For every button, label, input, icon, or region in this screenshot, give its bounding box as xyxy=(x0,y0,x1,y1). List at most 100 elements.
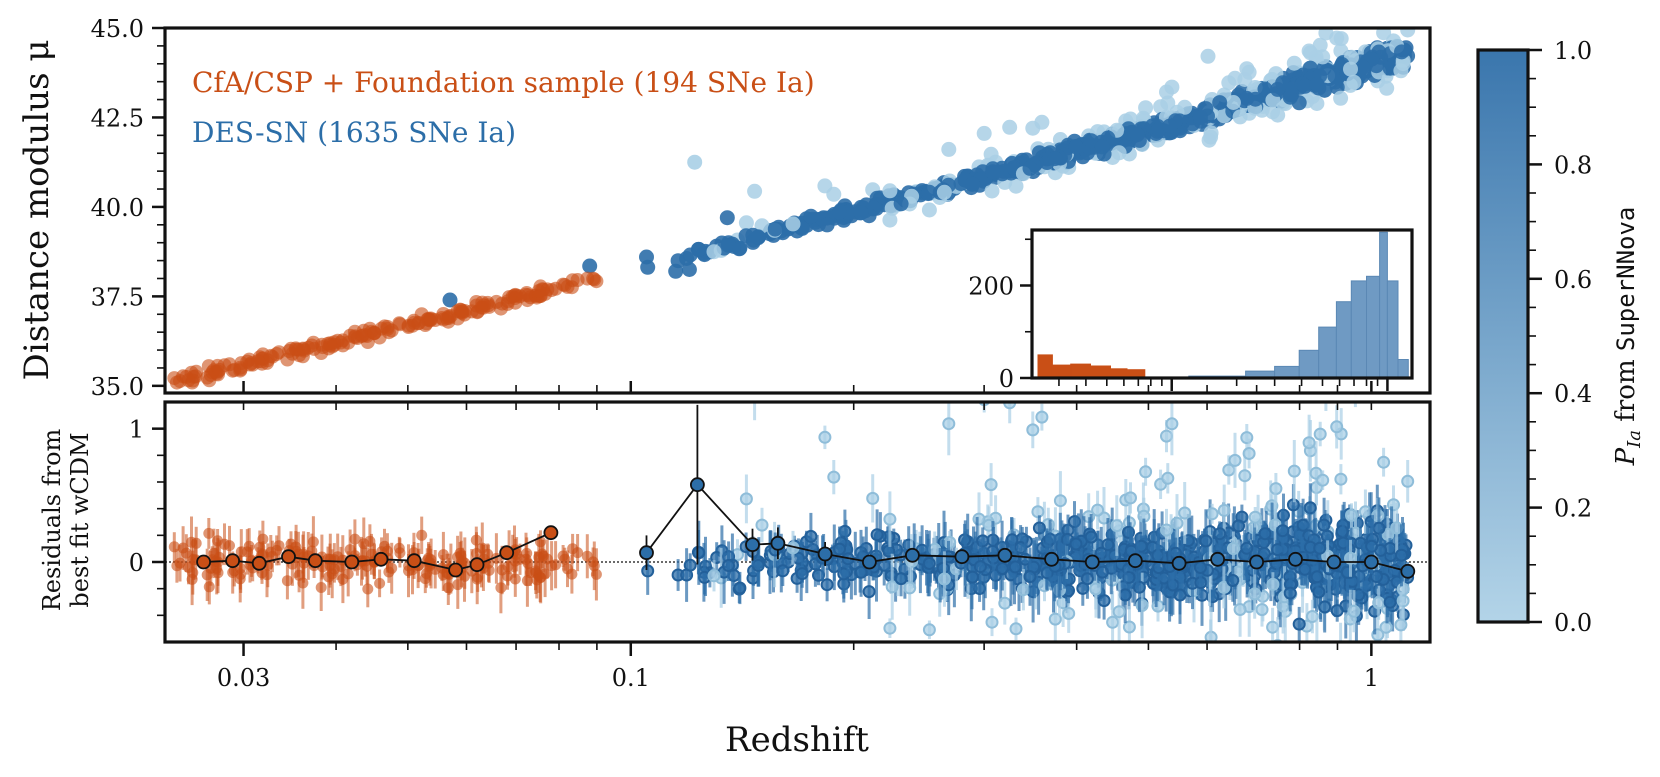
binned-blue-point xyxy=(770,535,786,551)
cfa-residual-point xyxy=(416,529,428,541)
cfa-point xyxy=(367,326,382,340)
inset-bar xyxy=(1318,326,1337,379)
cfa-residual-point xyxy=(496,564,508,576)
colorbar: 0.0 0.2 0.4 0.6 0.8 1.0 PIa from SuperNNova xyxy=(1476,37,1645,637)
des-sn-point xyxy=(1315,49,1331,65)
des-sn-residual-point xyxy=(1173,588,1187,602)
cfa-residual-point xyxy=(531,574,543,586)
cfa-residual-point xyxy=(203,527,215,539)
des-sn-point xyxy=(1394,44,1409,60)
des-sn-residual-point xyxy=(1345,508,1358,522)
inset-histogram: 0 200 xyxy=(968,228,1414,393)
des-sn-residual-point xyxy=(995,562,1009,575)
des-sn-point xyxy=(1247,91,1263,107)
cfa-point xyxy=(169,375,184,390)
des-sn-residual-point xyxy=(1106,615,1120,629)
cfa-residual-point xyxy=(171,560,183,572)
des-sn-point xyxy=(732,240,748,256)
inset-bar xyxy=(1052,364,1072,379)
des-sn-residual-point xyxy=(1320,390,1331,401)
des-sn-point xyxy=(747,183,763,199)
binned-blue-point xyxy=(905,547,920,563)
cfa-residual-point xyxy=(509,573,521,585)
cfa-point xyxy=(201,359,216,374)
des-sn-residual-point xyxy=(1381,527,1395,541)
des-sn-residual-point xyxy=(1365,539,1379,553)
des-sn-point xyxy=(706,244,722,260)
hubble-points-layer xyxy=(167,28,1416,390)
cfa-residual-point xyxy=(581,550,593,562)
des-sn-residual-point xyxy=(1383,595,1397,609)
des-sn-residual-point xyxy=(854,565,868,579)
des-sn-point xyxy=(1002,119,1018,135)
des-sn-point xyxy=(832,204,847,220)
colorbar-label-sub: Ia xyxy=(1624,430,1645,449)
binned-blue-point xyxy=(639,545,654,561)
binned-orange-point xyxy=(469,557,485,573)
hubble-y-ticks: 35.0 37.5 40.0 42.5 45.0 xyxy=(91,15,165,401)
des-sn-residual-point xyxy=(885,580,899,594)
cfa-point xyxy=(570,273,585,287)
des-sn-residual-point xyxy=(1335,650,1346,661)
des-sn-residual-point xyxy=(820,578,834,592)
binned-blue-point xyxy=(1127,553,1143,569)
des-sn-residual-point xyxy=(1242,447,1256,460)
inset-bar xyxy=(1037,354,1053,379)
cfa-residual-point xyxy=(520,553,532,565)
des-sn-residual-point xyxy=(751,558,765,572)
des-sn-residual-point xyxy=(1161,471,1175,485)
cfa-point xyxy=(535,282,550,297)
hubble-y-tick-label: 45.0 xyxy=(91,15,144,43)
des-sn-residual-point xyxy=(922,623,936,637)
binned-blue-point xyxy=(690,477,705,493)
cfa-residual-point xyxy=(307,536,319,548)
des-sn-point xyxy=(1309,77,1325,92)
des-sn-point xyxy=(983,146,999,162)
binned-blue-point xyxy=(862,554,877,570)
colorbar-gradient xyxy=(1476,48,1530,624)
des-sn-residual-point xyxy=(795,567,809,581)
des-sn-residual-point xyxy=(1302,436,1316,450)
des-sn-point xyxy=(668,263,684,279)
residuals-y-tick-label: 0 xyxy=(129,549,144,577)
des-sn-residual-point xyxy=(973,560,987,574)
des-sn-residual-point xyxy=(1170,516,1184,530)
residuals-frame xyxy=(163,400,1432,644)
des-sn-point xyxy=(639,249,654,265)
cfa-residual-point xyxy=(271,544,283,556)
des-sn-residual-point xyxy=(1248,587,1262,601)
des-sn-point xyxy=(893,196,909,212)
des-sn-residual-point xyxy=(1199,534,1213,548)
binned-blue-point xyxy=(1288,551,1303,567)
des-sn-point xyxy=(1227,70,1243,86)
des-sn-point xyxy=(921,202,937,218)
des-sn-residual-point xyxy=(1396,594,1410,608)
des-sn-residual-point xyxy=(1108,549,1121,563)
des-sn-residual-point xyxy=(707,569,721,583)
residuals-x-ticks: 0.03 0.1 1 xyxy=(217,402,1379,692)
des-sn-point xyxy=(1346,74,1362,90)
des-sn-residual-point xyxy=(1379,620,1393,634)
des-sn-point xyxy=(817,178,833,194)
des-sn-residual-point xyxy=(1053,494,1067,508)
colorbar-tick-label: 0.6 xyxy=(1554,266,1592,294)
residuals-y-tick-label: 1 xyxy=(129,416,144,444)
des-sn-residual-point xyxy=(1095,565,1109,579)
cfa-residual-point xyxy=(261,569,273,581)
des-sn-point xyxy=(1094,139,1110,155)
binned-orange-point xyxy=(281,549,296,565)
des-sn-residual-point xyxy=(883,512,897,526)
des-sn-point xyxy=(1225,95,1241,110)
cfa-residual-point xyxy=(536,548,548,560)
cfa-residual-point xyxy=(177,542,189,554)
des-sn-point xyxy=(1327,68,1343,84)
cfa-residual-point xyxy=(572,547,584,559)
des-sn-point xyxy=(1400,28,1416,38)
colorbar-label-mid: from xyxy=(1611,351,1641,430)
des-sn-point xyxy=(691,241,707,257)
cfa-residual-point xyxy=(562,563,573,575)
binned-blue-point xyxy=(954,549,970,565)
des-sn-residual-point xyxy=(1069,537,1083,551)
des-sn-residual-point xyxy=(1296,518,1310,532)
